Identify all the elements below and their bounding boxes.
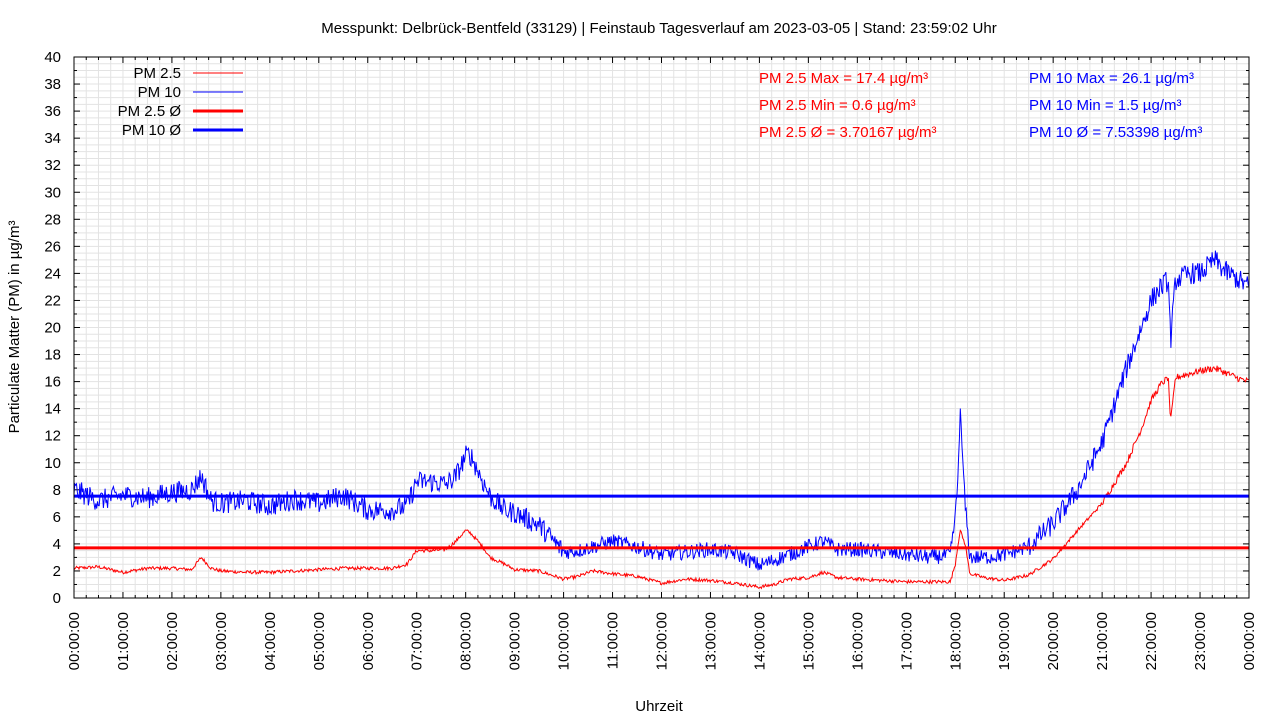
y-tick-label: 10 bbox=[44, 455, 61, 472]
legend-label: PM 10 Ø bbox=[122, 122, 182, 139]
x-tick-label: 15:00:00 bbox=[800, 612, 817, 670]
x-tick-label: 13:00:00 bbox=[702, 612, 719, 670]
pm25-stat: PM 2.5 Max = 17.4 µg/m³ bbox=[759, 70, 928, 87]
x-tick-label: 07:00:00 bbox=[409, 612, 426, 670]
pm25-stat: PM 2.5 Min = 0.6 µg/m³ bbox=[759, 97, 916, 114]
y-tick-label: 6 bbox=[53, 509, 61, 526]
x-tick-label: 06:00:00 bbox=[360, 612, 377, 670]
x-tick-label: 03:00:00 bbox=[213, 612, 230, 670]
chart-title: Messpunkt: Delbrück-Bentfeld (33129) | F… bbox=[321, 20, 996, 37]
legend-label: PM 2.5 bbox=[133, 65, 181, 82]
y-tick-label: 32 bbox=[44, 157, 61, 174]
y-tick-label: 36 bbox=[44, 103, 61, 120]
legend-label: PM 2.5 Ø bbox=[118, 103, 182, 120]
x-tick-label: 20:00:00 bbox=[1045, 612, 1062, 670]
x-axis: 00:00:00 01:00:00 02:00:00 03:00:00 04:00:00… bbox=[66, 57, 1258, 670]
y-tick-label: 30 bbox=[44, 184, 61, 201]
x-tick-label: 10:00:00 bbox=[556, 612, 573, 670]
legend: PM 2.5 PM 10 PM 2.5 Ø PM 10 Ø bbox=[118, 65, 243, 139]
x-tick-label: 17:00:00 bbox=[898, 612, 915, 670]
pm10-stat: PM 10 Min = 1.5 µg/m³ bbox=[1029, 97, 1181, 114]
x-tick-label: 14:00:00 bbox=[751, 612, 768, 670]
x-tick-label: 02:00:00 bbox=[164, 612, 181, 670]
x-tick-label: 09:00:00 bbox=[507, 612, 524, 670]
y-tick-label: 40 bbox=[44, 49, 61, 66]
x-tick-label: 23:00:00 bbox=[1192, 612, 1209, 670]
x-tick-label: 19:00:00 bbox=[996, 612, 1013, 670]
y-tick-label: 0 bbox=[53, 590, 61, 607]
x-tick-label: 04:00:00 bbox=[262, 612, 279, 670]
x-tick-label: 18:00:00 bbox=[947, 612, 964, 670]
y-tick-label: 16 bbox=[44, 374, 61, 391]
y-tick-label: 12 bbox=[44, 428, 61, 445]
y-tick-label: 18 bbox=[44, 347, 61, 364]
y-tick-label: 20 bbox=[44, 320, 61, 337]
x-tick-label: 00:00:00 bbox=[66, 612, 83, 670]
x-tick-label: 00:00:00 bbox=[1241, 612, 1258, 670]
x-axis-label: Uhrzeit bbox=[635, 698, 683, 715]
stats-annotations: PM 2.5 Max = 17.4 µg/m³ PM 2.5 Min = 0.6 … bbox=[759, 70, 1202, 141]
legend-label: PM 10 bbox=[138, 84, 181, 101]
pm10-stat: PM 10 Ø = 7.53398 µg/m³ bbox=[1029, 124, 1202, 141]
y-tick-label: 2 bbox=[53, 563, 61, 580]
x-tick-label: 11:00:00 bbox=[605, 612, 622, 669]
x-tick-label: 12:00:00 bbox=[654, 612, 671, 670]
x-tick-label: 01:00:00 bbox=[115, 612, 132, 670]
x-tick-label: 21:00:00 bbox=[1094, 612, 1111, 670]
y-tick-label: 28 bbox=[44, 211, 61, 228]
y-tick-label: 38 bbox=[44, 76, 61, 93]
x-tick-label: 08:00:00 bbox=[458, 612, 475, 670]
y-tick-label: 26 bbox=[44, 238, 61, 255]
pm25-stat: PM 2.5 Ø = 3.70167 µg/m³ bbox=[759, 124, 936, 141]
y-tick-label: 24 bbox=[44, 265, 61, 282]
y-tick-label: 34 bbox=[44, 130, 61, 147]
y-tick-label: 14 bbox=[44, 401, 61, 418]
y-tick-label: 4 bbox=[53, 536, 61, 553]
x-tick-label: 22:00:00 bbox=[1143, 612, 1160, 670]
y-tick-label: 22 bbox=[44, 292, 61, 309]
y-tick-label: 8 bbox=[53, 482, 61, 499]
y-axis-label: Particulate Matter (PM) in µg/m³ bbox=[6, 221, 23, 434]
average-lines bbox=[74, 494, 1249, 550]
plot-border bbox=[73, 56, 1250, 599]
x-tick-label: 16:00:00 bbox=[849, 612, 866, 670]
series-line-pm25 bbox=[73, 365, 1250, 590]
pm10-stat: PM 10 Max = 26.1 µg/m³ bbox=[1029, 70, 1194, 87]
x-tick-label: 05:00:00 bbox=[311, 612, 328, 670]
grid bbox=[73, 56, 1250, 599]
